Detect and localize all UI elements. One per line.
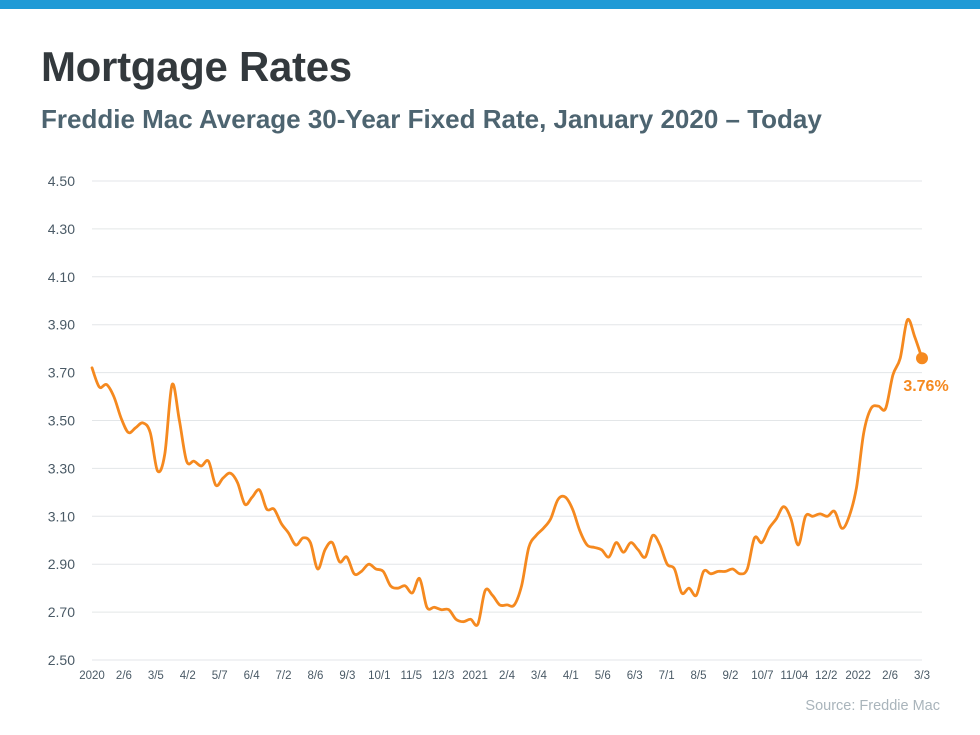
latest-value-annotation: 3.76% — [903, 352, 949, 395]
page-title: Mortgage Rates — [41, 43, 352, 90]
y-tick-label: 4.50 — [48, 173, 75, 189]
y-tick-label: 3.10 — [48, 508, 75, 524]
rate-line — [90, 317, 924, 627]
x-tick-label: 3/5 — [148, 670, 164, 682]
x-axis-tick-labels: 2020 2/6 3/5 4/2 5/7 6/4 7/2 8/6 9/3 10/1 11/5 12/3… — [79, 670, 930, 682]
x-tick-label: 9/2 — [722, 670, 738, 682]
x-tick-label: 2/6 — [882, 670, 898, 682]
x-tick-label: 5/6 — [595, 670, 611, 682]
x-tick-label: 4/2 — [180, 670, 196, 682]
y-tick-label: 2.70 — [48, 604, 75, 620]
x-tick-label: 12/2 — [815, 670, 837, 682]
y-axis-tick-labels: 4.50 4.30 4.10 3.90 3.70 3.50 3.30 3.10 2.90 2.70… — [48, 173, 75, 668]
x-tick-label: 6/3 — [627, 670, 643, 682]
latest-point-marker — [916, 352, 928, 365]
x-tick-label: 3/4 — [531, 670, 548, 682]
x-tick-label: 8/6 — [307, 670, 323, 682]
x-tick-label: 3/3 — [914, 670, 930, 682]
x-tick-label: 9/3 — [339, 670, 355, 682]
top-accent-bar — [0, 0, 980, 9]
x-tick-label: 7/1 — [659, 670, 675, 682]
x-tick-label: 2/4 — [499, 670, 516, 682]
x-tick-label: 2/6 — [116, 670, 132, 682]
y-tick-label: 3.90 — [48, 317, 75, 333]
grid-lines — [92, 180, 922, 661]
source-note: Source: Freddie Mac — [805, 698, 940, 714]
x-tick-label: 6/4 — [244, 670, 261, 682]
x-tick-label: 7/2 — [276, 670, 292, 682]
x-tick-label: 2021 — [462, 670, 488, 682]
y-tick-label: 2.50 — [48, 652, 75, 668]
x-tick-label: 2020 — [79, 670, 105, 682]
page-subtitle: Freddie Mac Average 30-Year Fixed Rate, … — [41, 104, 822, 134]
y-tick-label: 3.50 — [48, 413, 75, 429]
rate-series — [90, 317, 924, 627]
x-tick-label: 11/5 — [400, 670, 422, 682]
x-tick-label: 12/3 — [432, 670, 454, 682]
latest-value-label: 3.76% — [903, 378, 948, 395]
y-tick-label: 4.10 — [48, 269, 75, 285]
x-tick-label: 10/1 — [368, 670, 390, 682]
y-tick-label: 3.70 — [48, 365, 75, 381]
x-tick-label: 5/7 — [212, 670, 228, 682]
y-tick-label: 2.90 — [48, 556, 75, 572]
x-tick-label: 10/7 — [751, 670, 773, 682]
y-tick-label: 4.30 — [48, 221, 75, 237]
x-tick-label: 11/04 — [780, 670, 809, 682]
x-tick-label: 4/1 — [563, 670, 579, 682]
x-tick-label: 8/5 — [691, 670, 707, 682]
y-tick-label: 3.30 — [48, 460, 75, 476]
x-tick-label: 2022 — [845, 670, 871, 682]
